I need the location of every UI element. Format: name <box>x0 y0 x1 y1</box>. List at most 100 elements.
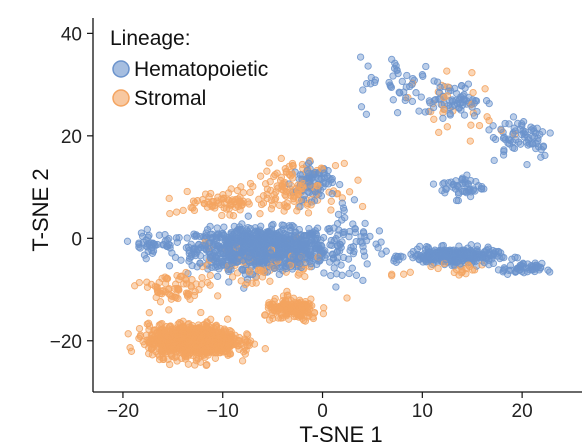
scatter-point-hematopoietic <box>500 264 508 272</box>
scatter-point-stromal <box>400 270 408 278</box>
scatter-point-hematopoietic <box>457 82 466 90</box>
scatter-point-hematopoietic <box>546 129 554 137</box>
scatter-point-stromal <box>186 295 194 303</box>
scatter-point-hematopoietic <box>240 237 248 245</box>
x-tick-label: 10 <box>412 401 433 422</box>
scatter-point-hematopoietic <box>519 118 528 126</box>
scatter-point-hematopoietic <box>143 243 152 251</box>
scatter-point-stromal <box>214 292 222 300</box>
scatter-point-stromal <box>153 283 161 291</box>
scatter-point-stromal <box>261 180 270 188</box>
scatter-point-hematopoietic <box>304 159 313 167</box>
scatter-point-hematopoietic <box>400 88 408 96</box>
scatter-point-hematopoietic <box>145 231 153 240</box>
scatter-point-stromal <box>218 211 226 220</box>
scatter-point-hematopoietic <box>425 97 434 105</box>
scatter-point-hematopoietic <box>203 225 212 234</box>
scatter-point-hematopoietic <box>208 263 216 272</box>
scatter-point-stromal <box>206 271 214 280</box>
scatter-point-stromal <box>202 347 210 355</box>
scatter-point-hematopoietic <box>185 254 194 262</box>
scatter-point-hematopoietic <box>416 242 424 251</box>
scatter-point-hematopoietic <box>296 253 304 261</box>
scatter-point-hematopoietic <box>182 244 191 252</box>
scatter-point-hematopoietic <box>459 252 468 260</box>
scatter-point-hematopoietic <box>546 268 554 276</box>
scatter-point-stromal <box>345 188 354 196</box>
scatter-point-hematopoietic <box>497 125 505 133</box>
scatter-point-stromal <box>464 261 473 269</box>
scatter-point-stromal <box>156 298 165 306</box>
scatter-point-stromal <box>485 116 493 125</box>
scatter-point-hematopoietic <box>432 95 440 104</box>
legend-title: Lineage: <box>110 27 191 50</box>
y-tick-label: 40 <box>61 24 82 45</box>
scatter-point-hematopoietic <box>452 248 461 256</box>
scatter-point-hematopoietic <box>289 234 298 242</box>
scatter-point-stromal <box>277 154 285 163</box>
scatter-point-hematopoietic <box>151 242 159 250</box>
scatter-point-stromal <box>340 159 348 168</box>
scatter-point-hematopoietic <box>305 224 313 233</box>
scatter-point-hematopoietic <box>213 224 221 232</box>
scatter-point-hematopoietic <box>165 234 173 243</box>
scatter-point-hematopoietic <box>513 254 522 262</box>
scatter-point-stromal <box>166 209 174 218</box>
scatter-point-hematopoietic <box>264 243 272 252</box>
scatter-point-hematopoietic <box>406 82 414 91</box>
scatter-point-stromal <box>166 322 175 330</box>
scatter-point-hematopoietic <box>415 107 423 115</box>
scatter-point-hematopoietic <box>175 234 183 242</box>
scatter-point-hematopoietic <box>412 89 420 97</box>
scatter-point-hematopoietic <box>460 246 469 254</box>
y-tick-label: −20 <box>50 332 82 353</box>
scatter-point-stromal <box>288 301 297 309</box>
scatter-point-stromal <box>165 306 173 314</box>
scatter-point-hematopoietic <box>257 222 265 230</box>
scatter-point-hematopoietic <box>143 225 151 234</box>
scatter-point-hematopoietic <box>389 72 397 80</box>
scatter-point-stromal <box>354 176 362 184</box>
scatter-point-hematopoietic <box>316 244 324 252</box>
scatter-point-stromal <box>256 210 264 218</box>
scatter-point-stromal <box>143 283 152 291</box>
scatter-point-hematopoietic <box>188 261 196 270</box>
scatter-point-stromal <box>282 167 290 176</box>
scatter-point-stromal <box>327 206 335 214</box>
scatter-point-stromal <box>215 328 224 336</box>
scatter-point-stromal <box>197 308 205 317</box>
scatter-point-hematopoietic <box>238 265 247 274</box>
scatter-point-stromal <box>278 180 287 188</box>
scatter-point-hematopoietic <box>352 271 361 279</box>
scatter-point-hematopoietic <box>320 169 328 177</box>
scatter-point-stromal <box>198 327 206 335</box>
scatter-point-stromal <box>195 285 203 294</box>
scatter-point-stromal <box>254 266 263 274</box>
scatter-point-hematopoietic <box>520 269 528 277</box>
scatter-point-stromal <box>164 328 172 337</box>
scatter-point-hematopoietic <box>291 228 299 236</box>
x-tick-label: −10 <box>207 401 239 422</box>
scatter-point-stromal <box>320 304 328 312</box>
scatter-point-hematopoietic <box>446 111 454 119</box>
scatter-point-stromal <box>440 93 448 102</box>
scatter-point-hematopoietic <box>468 103 476 111</box>
scatter-point-stromal <box>245 200 253 208</box>
scatter-point-stromal <box>181 275 190 283</box>
scatter-point-hematopoietic <box>533 124 541 132</box>
scatter-point-hematopoietic <box>536 130 544 139</box>
scatter-point-stromal <box>481 85 489 93</box>
scatter-point-hematopoietic <box>499 268 507 276</box>
scatter-point-stromal <box>126 344 134 352</box>
scatter-point-stromal <box>288 159 297 168</box>
scatter-point-hematopoietic <box>223 261 231 270</box>
scatter-point-hematopoietic <box>201 232 209 240</box>
scatter-point-stromal <box>161 280 170 288</box>
scatter-point-hematopoietic <box>210 238 218 246</box>
scatter-point-hematopoietic <box>422 62 430 71</box>
scatter-point-hematopoietic <box>299 232 308 240</box>
scatter-point-hematopoietic <box>249 254 257 262</box>
scatter-point-hematopoietic <box>386 82 395 91</box>
scatter-point-hematopoietic <box>334 210 343 219</box>
scatter-point-hematopoietic <box>229 234 237 243</box>
